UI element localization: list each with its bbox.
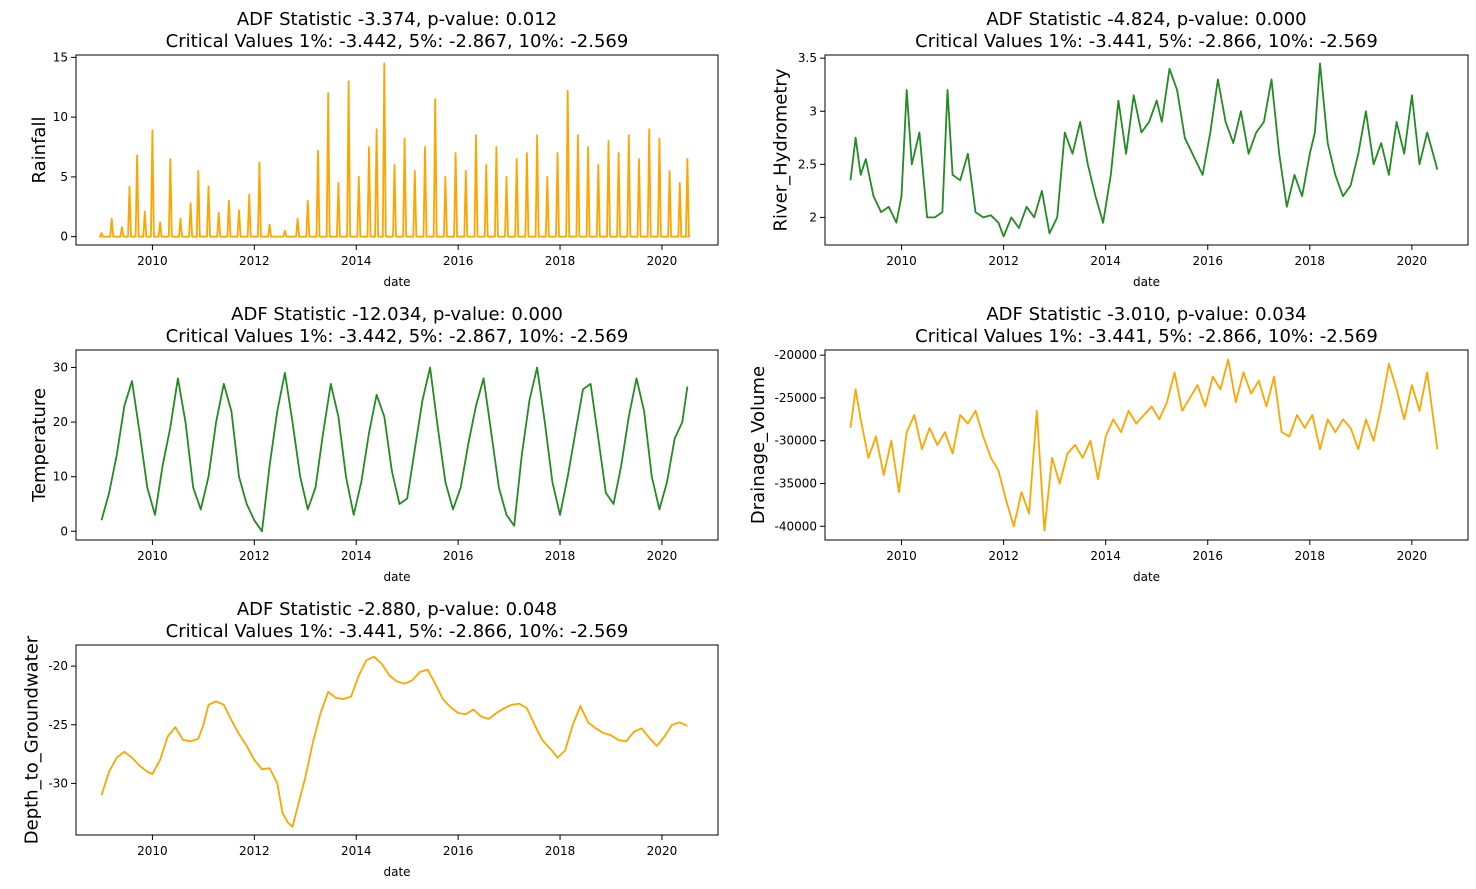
x-tick-label: 2012 (239, 844, 270, 858)
x-tick-label: 2012 (988, 549, 1019, 563)
chart-title-line2: Critical Values 1%: -3.441, 5%: -2.866, … (915, 326, 1378, 347)
x-tick-label: 2018 (1295, 549, 1326, 563)
x-tick-label: 2016 (443, 844, 474, 858)
y-tick-label: 0 (60, 230, 68, 244)
x-tick-label: 2014 (1090, 254, 1121, 268)
x-tick-label: 2020 (647, 549, 678, 563)
y-tick-label: 20 (53, 415, 68, 429)
y-axis-label: Depth_to_Groundwater (22, 635, 43, 844)
x-tick-label: 2018 (545, 549, 576, 563)
subplot-3: ADF Statistic -12.034, p-value: 0.000Cri… (29, 304, 719, 584)
subplot-1: ADF Statistic -3.374, p-value: 0.012Crit… (29, 9, 719, 289)
axes-frame (75, 644, 719, 836)
y-tick-label: -40000 (774, 519, 817, 533)
y-tick-label: -20000 (774, 348, 817, 362)
y-tick-label: 0 (60, 524, 68, 538)
x-tick-label: 2020 (647, 254, 678, 268)
x-axis-label: date (1133, 275, 1160, 289)
x-tick-label: 2020 (1397, 549, 1428, 563)
chart-title-line1: ADF Statistic -4.824, p-value: 0.000 (986, 9, 1306, 30)
chart-title-line2: Critical Values 1%: -3.442, 5%: -2.867, … (166, 326, 629, 347)
y-tick-label: -20 (48, 659, 68, 673)
chart-title-line2: Critical Values 1%: -3.441, 5%: -2.866, … (915, 31, 1378, 52)
y-axis-label: River_Hydrometry (771, 68, 792, 231)
x-tick-label: 2018 (1295, 254, 1326, 268)
y-tick-label: -35000 (774, 477, 817, 491)
x-tick-label: 2016 (443, 254, 474, 268)
x-tick-label: 2010 (137, 844, 168, 858)
x-tick-label: 2020 (647, 844, 678, 858)
x-tick-label: 2018 (545, 254, 576, 268)
x-tick-label: 2014 (341, 254, 372, 268)
axes-frame (824, 54, 1469, 246)
x-tick-label: 2012 (239, 254, 270, 268)
y-tick-label: 10 (53, 470, 68, 484)
x-axis-label: date (1133, 570, 1160, 584)
x-axis-label: date (383, 570, 410, 584)
x-tick-label: 2014 (341, 549, 372, 563)
x-tick-label: 2012 (988, 254, 1019, 268)
series-line (100, 655, 688, 828)
chart-title-line2: Critical Values 1%: -3.442, 5%: -2.867, … (166, 31, 629, 52)
x-axis-label: date (383, 275, 410, 289)
x-tick-label: 2012 (239, 549, 270, 563)
chart-title-line1: ADF Statistic -3.010, p-value: 0.034 (986, 304, 1306, 325)
y-tick-label: 2 (809, 210, 817, 224)
axes-frame (824, 349, 1469, 541)
y-tick-label: 15 (53, 50, 68, 64)
subplot-2: ADF Statistic -4.824, p-value: 0.000Crit… (771, 9, 1469, 289)
chart-title-line1: ADF Statistic -2.880, p-value: 0.048 (237, 599, 557, 620)
y-tick-label: 10 (53, 110, 68, 124)
subplot-4: ADF Statistic -3.010, p-value: 0.034Crit… (748, 304, 1469, 584)
chart-title-line2: Critical Values 1%: -3.441, 5%: -2.866, … (166, 621, 629, 642)
x-tick-label: 2014 (1090, 549, 1121, 563)
y-tick-label: 3 (809, 104, 817, 118)
x-tick-label: 2018 (545, 844, 576, 858)
y-tick-label: 5 (60, 170, 68, 184)
y-tick-label: 3.5 (798, 51, 817, 65)
series-line (849, 62, 1439, 238)
x-tick-label: 2010 (886, 254, 917, 268)
x-axis-label: date (383, 865, 410, 879)
y-axis-label: Drainage_Volume (748, 366, 769, 524)
axes-frame (75, 54, 719, 246)
x-tick-label: 2016 (443, 549, 474, 563)
y-tick-label: -30 (48, 776, 68, 790)
subplot-5: ADF Statistic -2.880, p-value: 0.048Crit… (22, 599, 719, 879)
series-line (849, 358, 1439, 532)
chart-title-line1: ADF Statistic -3.374, p-value: 0.012 (237, 9, 557, 30)
chart-title-line1: ADF Statistic -12.034, p-value: 0.000 (231, 304, 563, 325)
series-line (100, 366, 689, 533)
y-tick-label: -25 (48, 718, 68, 732)
y-axis-label: Temperature (29, 388, 50, 503)
x-tick-label: 2010 (137, 254, 168, 268)
y-axis-label: Rainfall (29, 117, 50, 184)
y-tick-label: 30 (53, 360, 68, 374)
series-line (99, 62, 690, 238)
y-tick-label: -30000 (774, 434, 817, 448)
y-tick-label: 2.5 (798, 157, 817, 171)
x-tick-label: 2014 (341, 844, 372, 858)
x-tick-label: 2016 (1192, 254, 1223, 268)
x-tick-label: 2016 (1192, 549, 1223, 563)
x-tick-label: 2010 (137, 549, 168, 563)
y-tick-label: -25000 (774, 391, 817, 405)
x-tick-label: 2010 (886, 549, 917, 563)
axes-frame (75, 349, 719, 541)
x-tick-label: 2020 (1397, 254, 1428, 268)
